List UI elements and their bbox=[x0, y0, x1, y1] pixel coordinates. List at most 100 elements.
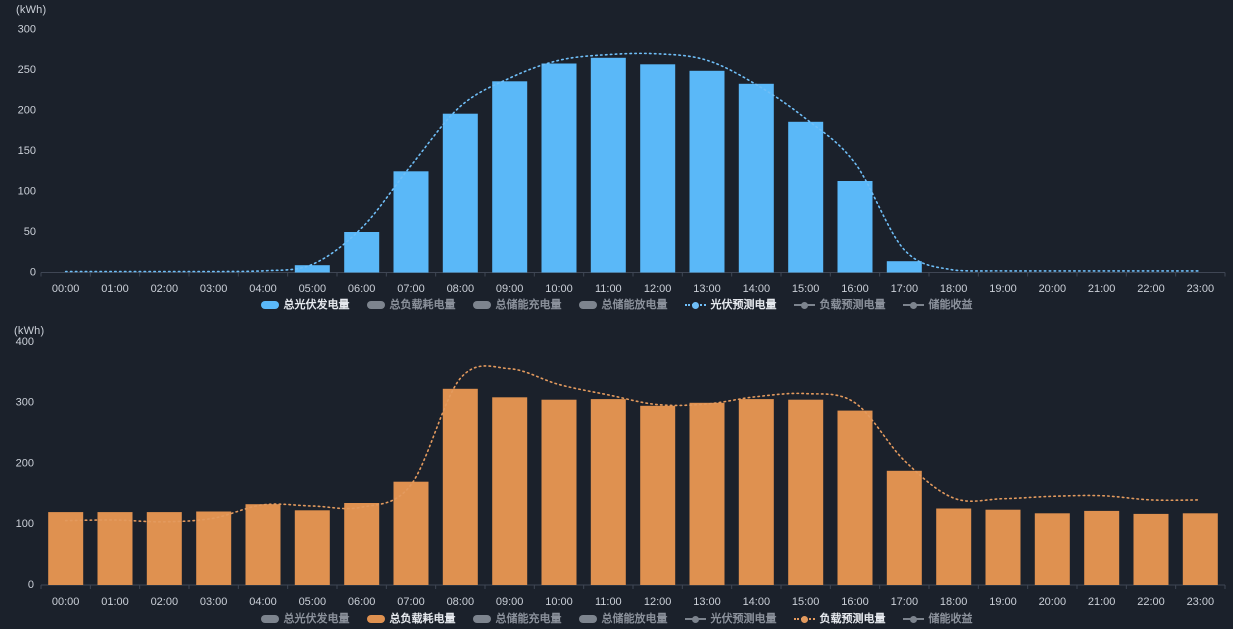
y-axis-tick-label: 0 bbox=[30, 266, 36, 278]
legend-item-label: 总储能充电量 bbox=[495, 613, 562, 625]
y-axis-tick-label: 200 bbox=[18, 104, 36, 116]
bar-01:00[interactable] bbox=[97, 512, 133, 585]
legend-item-3[interactable]: 总储能放电量 bbox=[578, 613, 668, 625]
bar-06:00[interactable] bbox=[344, 232, 380, 273]
legend-bar-swatch-icon bbox=[260, 615, 279, 623]
bar-05:00[interactable] bbox=[294, 510, 330, 585]
bar-17:00[interactable] bbox=[886, 470, 922, 585]
legend-item-2[interactable]: 总储能充电量 bbox=[472, 613, 562, 625]
x-axis-tick-label: 08:00 bbox=[447, 596, 475, 608]
bar-14:00[interactable] bbox=[738, 83, 774, 273]
forecast-line bbox=[64, 365, 1202, 523]
bar-22:00[interactable] bbox=[1133, 513, 1169, 585]
bar-15:00[interactable] bbox=[788, 121, 824, 273]
x-axis-tick-label: 06:00 bbox=[348, 283, 376, 295]
legend-bar-swatch-icon bbox=[366, 615, 385, 623]
legend-line-dot-icon bbox=[793, 614, 815, 624]
bar-17:00[interactable] bbox=[886, 261, 922, 273]
legend-item-6[interactable]: 储能收益 bbox=[902, 299, 973, 311]
bar-09:00[interactable] bbox=[492, 397, 528, 585]
legend-item-0[interactable]: 总光伏发电量 bbox=[260, 613, 350, 625]
bar-02:00[interactable] bbox=[146, 512, 182, 585]
legend-item-1[interactable]: 总负载耗电量 bbox=[366, 299, 456, 311]
bar-13:00[interactable] bbox=[689, 70, 725, 273]
x-axis-tick-label: 00:00 bbox=[52, 596, 80, 608]
bar-06:00[interactable] bbox=[344, 503, 380, 585]
bar-12:00[interactable] bbox=[640, 64, 676, 273]
legend-line-dot-icon bbox=[902, 614, 924, 624]
y-axis-tick-label: 250 bbox=[18, 64, 36, 76]
y-axis-tick-label: 100 bbox=[18, 185, 36, 197]
y-axis-tick-label: 200 bbox=[16, 457, 34, 469]
x-axis-tick-label: 01:00 bbox=[101, 596, 129, 608]
x-axis-tick-label: 12:00 bbox=[644, 596, 672, 608]
legend-line-dot-icon bbox=[793, 300, 815, 310]
bar-15:00[interactable] bbox=[788, 399, 824, 585]
legend-item-1[interactable]: 总负载耗电量 bbox=[366, 613, 456, 625]
x-axis-tick-label: 03:00 bbox=[200, 596, 228, 608]
x-axis-tick-label: 21:00 bbox=[1088, 283, 1116, 295]
x-axis-tick-label: 23:00 bbox=[1187, 283, 1215, 295]
x-axis-tick-label: 20:00 bbox=[1039, 596, 1067, 608]
bar-08:00[interactable] bbox=[442, 388, 478, 585]
x-axis-tick-label: 02:00 bbox=[151, 283, 179, 295]
legend-item-label: 总负载耗电量 bbox=[389, 299, 456, 311]
pv-generation-chart: (kWh) 0 50 100 150 200 250 300 00:00 01:00 02:00 0… bbox=[0, 0, 1233, 311]
bar-10:00[interactable] bbox=[541, 63, 577, 273]
x-axis-tick-label: 01:00 bbox=[101, 283, 129, 295]
bar-16:00[interactable] bbox=[837, 181, 873, 273]
forecast-line bbox=[64, 52, 1202, 273]
x-axis-tick-label: 04:00 bbox=[249, 283, 277, 295]
bar-13:00[interactable] bbox=[689, 402, 725, 586]
legend-item-label: 总储能放电量 bbox=[601, 299, 668, 311]
bar-07:00[interactable] bbox=[393, 171, 429, 273]
x-axis-tick-label: 13:00 bbox=[693, 283, 721, 295]
bar-05:00[interactable] bbox=[294, 265, 330, 273]
bar-00:00[interactable] bbox=[48, 512, 84, 585]
legend-item-4[interactable]: 光伏预测电量 bbox=[684, 613, 777, 625]
legend-bar-swatch-icon bbox=[260, 301, 279, 309]
legend-item-4[interactable]: 光伏预测电量 bbox=[684, 299, 777, 311]
bar-10:00[interactable] bbox=[541, 399, 577, 585]
bar-21:00[interactable] bbox=[1084, 510, 1120, 585]
y-axis: 0 50 100 150 200 250 300 bbox=[18, 23, 36, 278]
bar-16:00[interactable] bbox=[837, 410, 873, 585]
x-axis-tick-label: 00:00 bbox=[52, 283, 80, 295]
legend-item-0[interactable]: 总光伏发电量 bbox=[260, 299, 350, 311]
x-axis-tick-label: 22:00 bbox=[1137, 596, 1165, 608]
legend-item-label: 总储能充电量 bbox=[495, 299, 562, 311]
bar-11:00[interactable] bbox=[590, 57, 626, 273]
bar-11:00[interactable] bbox=[590, 399, 626, 585]
x-axis-tick-label: 15:00 bbox=[792, 283, 820, 295]
load-consumption-chart: (kWh) 0 100 200 300 400 00:00 01:00 02:00 03:00 0… bbox=[0, 322, 1233, 629]
bar-20:00[interactable] bbox=[1034, 513, 1070, 585]
x-axis-tick-label: 13:00 bbox=[693, 596, 721, 608]
x-axis-tick-label: 23:00 bbox=[1187, 596, 1215, 608]
y-axis-tick-label: 0 bbox=[28, 579, 34, 591]
bar-03:00[interactable] bbox=[196, 511, 232, 586]
bar-18:00[interactable] bbox=[936, 508, 972, 586]
legend-item-6[interactable]: 储能收益 bbox=[902, 613, 973, 625]
bar-14:00[interactable] bbox=[738, 399, 774, 585]
legend-item-label: 总光伏发电量 bbox=[283, 299, 350, 311]
load-chart-canvas[interactable]: 0 100 200 300 400 00:00 01:00 02:00 03:00 04:00 05… bbox=[0, 322, 1233, 612]
bar-09:00[interactable] bbox=[492, 81, 528, 273]
x-axis-tick-label: 18:00 bbox=[940, 596, 968, 608]
bar-07:00[interactable] bbox=[393, 481, 429, 585]
x-axis-tick-label: 05:00 bbox=[299, 596, 327, 608]
legend-bar-swatch-icon bbox=[578, 301, 597, 309]
bar-19:00[interactable] bbox=[985, 509, 1021, 585]
x-axis: 00:00 01:00 02:00 03:00 04:00 05:00 06:00 07:00… bbox=[40, 584, 1226, 608]
legend-item-2[interactable]: 总储能充电量 bbox=[472, 299, 562, 311]
x-axis-tick-label: 07:00 bbox=[397, 596, 425, 608]
legend-item-label: 负载预测电量 bbox=[819, 613, 886, 625]
bar-04:00[interactable] bbox=[245, 504, 281, 585]
legend-item-3[interactable]: 总储能放电量 bbox=[578, 299, 668, 311]
bar-12:00[interactable] bbox=[640, 405, 676, 585]
x-axis-tick-label: 06:00 bbox=[348, 596, 376, 608]
legend-item-5[interactable]: 负载预测电量 bbox=[793, 613, 886, 625]
pv-chart-canvas[interactable]: 0 50 100 150 200 250 300 00:00 01:00 02:00 03:00 04… bbox=[0, 0, 1233, 296]
bar-23:00[interactable] bbox=[1182, 513, 1218, 585]
bar-08:00[interactable] bbox=[442, 113, 478, 273]
legend-item-5[interactable]: 负载预测电量 bbox=[793, 299, 886, 311]
